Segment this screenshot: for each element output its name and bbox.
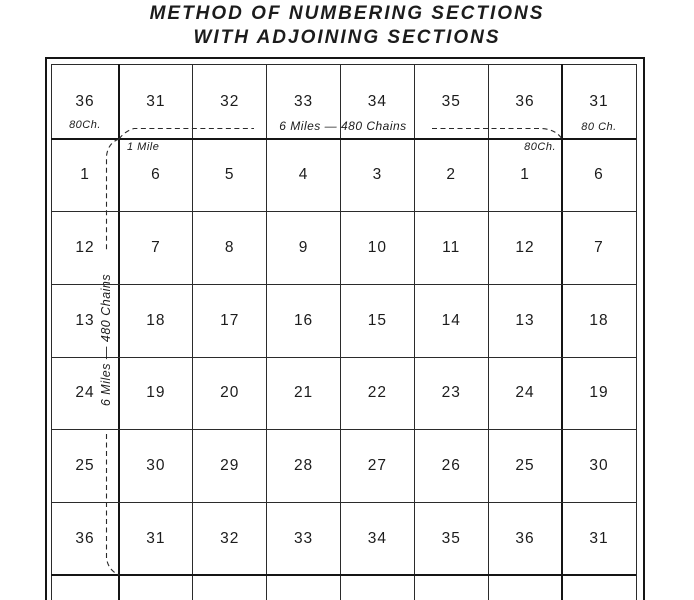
section-cell: [562, 575, 636, 600]
section-cell: 35: [441, 92, 461, 110]
township-west-boundary-line: [117, 64, 121, 600]
section-line-horizontal: [51, 283, 636, 285]
chains-label-section1: 80Ch.: [524, 141, 556, 153]
section-cell: 34: [367, 92, 388, 110]
section-cell: 6: [594, 166, 604, 184]
section-line-vertical: [413, 64, 415, 600]
section-cell: 30: [146, 456, 166, 474]
section-cell: 12: [75, 238, 95, 256]
section-cell: 21: [293, 384, 314, 402]
section-cell: 16: [293, 311, 314, 329]
section-cell: 36: [515, 529, 535, 547]
section-cell: 14: [441, 311, 461, 329]
diagram-title-line2: WITH ADJOINING SECTIONS: [193, 27, 501, 48]
section-cell: 25: [515, 456, 535, 474]
section-cell: 7: [594, 238, 604, 256]
section-cell: 15: [367, 311, 388, 329]
section-cell: 19: [146, 384, 166, 402]
section-cell: 34: [367, 529, 388, 547]
sections-grid: 36 31 32 33 34 35 36 31 1 6 5 4 3 2 1 6 12 7 8 9 10 11 12 7 13 18…: [51, 64, 636, 600]
section-cell: 31: [589, 92, 609, 110]
section-line-vertical: [266, 64, 268, 600]
section-cell: 18: [589, 311, 609, 329]
township-north-boundary-line: [51, 137, 636, 141]
section-cell: 31: [589, 529, 609, 547]
section-cell: 30: [589, 456, 609, 474]
section-cell: [488, 575, 562, 600]
chains-label-top-left: 80Ch.: [69, 119, 101, 131]
section-line-horizontal: [51, 211, 636, 213]
section-cell: 24: [515, 384, 535, 402]
section-cell: 1: [80, 166, 90, 184]
section-cell: 18: [146, 311, 166, 329]
section-cell: 25: [75, 456, 95, 474]
section-cell: 36: [75, 529, 95, 547]
section-cell: 13: [75, 311, 95, 329]
section-cell: 27: [367, 456, 388, 474]
section-cell: 20: [220, 384, 240, 402]
section-cell: 22: [367, 384, 388, 402]
section-cell: [51, 575, 119, 600]
section-line-vertical: [340, 64, 342, 600]
section-cell: [414, 575, 488, 600]
section-line-vertical: [487, 64, 489, 600]
section-cell: 35: [441, 529, 461, 547]
section-cell: 7: [151, 238, 161, 256]
section-cell: 19: [589, 384, 609, 402]
section-line-horizontal: [51, 501, 636, 503]
section-cell: 5: [224, 166, 235, 184]
section-cell: 12: [515, 238, 535, 256]
section-cell: [119, 575, 193, 600]
section-cell: [193, 575, 267, 600]
section-cell: 24: [75, 384, 95, 402]
one-mile-label: 1 Mile: [127, 141, 160, 153]
section-cell: 36: [515, 92, 535, 110]
township-east-boundary-line: [560, 64, 564, 600]
section-cell: [267, 575, 341, 600]
section-cell: 36: [75, 92, 95, 110]
section-cell: 8: [224, 238, 235, 256]
outer-border: [45, 57, 645, 600]
section-cell: [340, 575, 414, 600]
section-cell: 2: [446, 166, 457, 184]
section-cell: 13: [515, 311, 535, 329]
section-cell: 17: [220, 311, 240, 329]
section-cell: 31: [146, 529, 166, 547]
inner-border: [51, 64, 637, 600]
section-cell: 29: [220, 456, 240, 474]
section-cell: 28: [293, 456, 314, 474]
section-cell: 33: [293, 92, 314, 110]
section-cell: 26: [441, 456, 461, 474]
section-cell: 9: [298, 238, 309, 256]
section-cell: 1: [520, 166, 530, 184]
six-miles-vertical-label: 6 Miles — 480 Chains: [99, 273, 113, 407]
section-cell: 31: [146, 92, 166, 110]
section-cell: 3: [372, 166, 383, 184]
section-cell: 23: [441, 384, 461, 402]
section-line-horizontal: [51, 429, 636, 431]
section-line-vertical: [192, 64, 194, 600]
section-cell: 32: [220, 529, 240, 547]
section-cell: 32: [220, 92, 240, 110]
township-south-boundary-line: [51, 573, 636, 577]
section-cell: 4: [298, 166, 309, 184]
section-cell: 33: [293, 529, 314, 547]
section-line-horizontal: [51, 356, 636, 358]
section-cell: 10: [367, 238, 388, 256]
diagram-title-line1: METHOD OF NUMBERING SECTIONS: [149, 3, 545, 24]
section-cell: 6: [151, 166, 161, 184]
section-cell: 11: [442, 238, 461, 256]
six-miles-horizontal-label: 6 Miles — 480 Chains: [279, 119, 407, 133]
chains-label-top-right: 80 Ch.: [581, 121, 617, 133]
